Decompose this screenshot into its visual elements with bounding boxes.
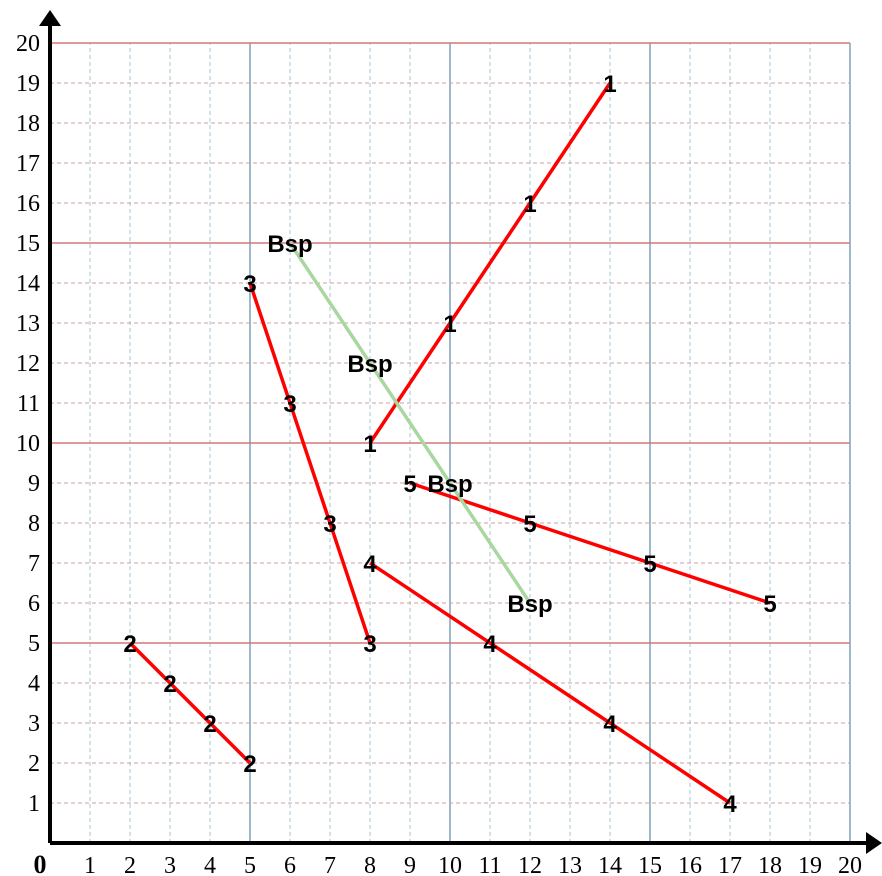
x-tick-label: 4	[204, 853, 216, 876]
point-label: 3	[363, 631, 376, 658]
y-tick-label: 14	[16, 271, 40, 297]
x-tick-label: 18	[758, 853, 782, 876]
y-tick-label: 4	[28, 671, 40, 697]
series-line-0	[368, 82, 612, 444]
y-axis-arrow	[39, 10, 61, 26]
point-label: Bsp	[347, 351, 392, 378]
y-tick-label: 19	[16, 71, 40, 97]
x-tick-label: 10	[438, 853, 462, 876]
point-label: 3	[323, 511, 336, 538]
point-label: 1	[363, 431, 376, 458]
point-label: Bsp	[507, 591, 552, 618]
x-tick-label: 2	[124, 853, 136, 876]
point-label: Bsp	[267, 231, 312, 258]
y-tick-label: 1	[28, 791, 40, 817]
point-label: 4	[483, 631, 497, 658]
x-tick-label: 11	[478, 853, 501, 876]
axes	[39, 10, 882, 854]
x-tick-label: 13	[558, 853, 582, 876]
point-label: 1	[603, 71, 616, 98]
point-label: 2	[203, 711, 216, 738]
grid	[50, 42, 851, 843]
y-tick-label: 16	[16, 191, 40, 217]
y-tick-label: 15	[16, 231, 40, 257]
y-tick-label: 10	[16, 431, 40, 457]
x-tick-label: 9	[404, 853, 416, 876]
origin-label: 0	[34, 850, 47, 876]
y-tick-label: 3	[28, 711, 40, 737]
point-label: 4	[363, 551, 377, 578]
x-tick-label: 6	[284, 853, 296, 876]
point-label: Bsp	[427, 471, 472, 498]
point-label: 5	[643, 551, 656, 578]
x-tick-label: 15	[638, 853, 662, 876]
y-tick-label: 13	[16, 311, 40, 337]
x-tick-label: 3	[164, 853, 176, 876]
x-tick-label: 1	[84, 853, 96, 876]
y-tick-label: 17	[16, 151, 40, 177]
x-axis-arrow	[866, 832, 882, 854]
y-tick-label: 6	[28, 591, 40, 617]
x-tick-label: 14	[598, 853, 622, 876]
x-tick-label: 20	[838, 853, 862, 876]
point-label: 1	[523, 191, 536, 218]
point-label: 3	[243, 271, 256, 298]
x-tick-label: 8	[364, 853, 376, 876]
x-tick-label: 7	[324, 853, 336, 876]
series	[128, 82, 771, 805]
y-tick-label: 20	[16, 31, 40, 57]
tick-labels: 1 2 3 4 5 6 7 8 9 10 11 12 13 14 15 16 17 18 19 20123456789…	[16, 31, 862, 876]
y-tick-label: 18	[16, 111, 40, 137]
y-tick-label: 2	[28, 751, 40, 777]
point-label: 3	[283, 391, 296, 418]
y-tick-label: 9	[28, 471, 40, 497]
y-tick-label: 7	[28, 551, 40, 577]
series-line-5	[288, 242, 532, 604]
series-line-3	[369, 561, 731, 805]
series-line-2	[248, 282, 372, 644]
y-tick-label: 12	[16, 351, 40, 377]
point-label: 5	[403, 471, 416, 498]
point-label: 2	[243, 751, 256, 778]
x-tick-label: 5	[244, 853, 256, 876]
point-label: 1	[443, 311, 456, 338]
point-label: 5	[763, 591, 776, 618]
y-tick-label: 8	[28, 511, 40, 537]
x-tick-label: 17	[718, 853, 742, 876]
series-line-1	[128, 641, 252, 765]
series-line-4	[409, 481, 771, 605]
x-tick-label: 16	[678, 853, 702, 876]
point-label: 2	[123, 631, 136, 658]
point-label: 4	[603, 711, 617, 738]
x-tick-label: 19	[798, 853, 822, 876]
point-label: 5	[523, 511, 536, 538]
y-tick-label: 5	[28, 631, 40, 657]
point-label: 2	[163, 671, 176, 698]
x-tick-label: 12	[518, 853, 542, 876]
y-tick-label: 11	[17, 391, 40, 417]
point-label: 4	[723, 791, 737, 818]
